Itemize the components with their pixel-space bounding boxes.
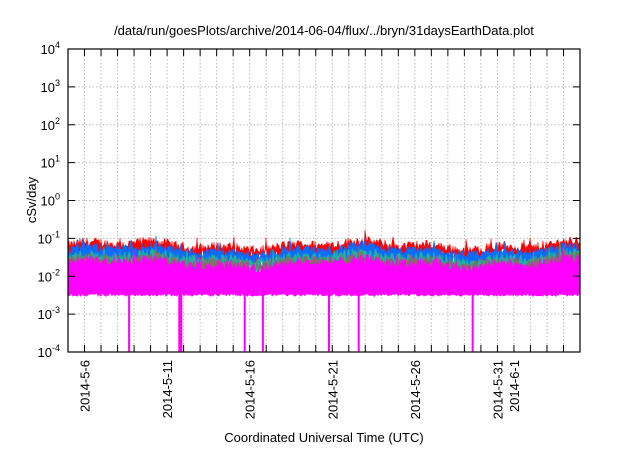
chart-title: /data/run/goesPlots/archive/2014-06-04/f… — [114, 23, 534, 38]
x-axis-label: Coordinated Universal Time (UTC) — [224, 430, 423, 445]
x-tick-label: 2014-5-16 — [243, 360, 258, 419]
series-layer — [67, 229, 581, 352]
dropout-spike — [327, 291, 330, 352]
y-tick-label: 10-2 — [38, 267, 60, 284]
y-axis-label: cSv/day — [24, 176, 39, 223]
dropout-spike — [357, 291, 360, 352]
x-tick-label: 2014-6-1 — [507, 360, 522, 412]
grid — [68, 49, 580, 352]
y-tick-label: 103 — [41, 78, 60, 95]
dropout-spike — [128, 291, 131, 352]
x-tick-label: 2014-5-6 — [78, 360, 93, 412]
axes: 10-4 10-3 10-2 10-1 100 101 102 103 104 2014-5-6 2… — [38, 40, 581, 419]
y-tick-label: 104 — [41, 40, 60, 57]
dropout-spike — [471, 291, 474, 352]
x-tick-label: 2014-5-26 — [408, 360, 423, 419]
x-tick-label: 2014-5-11 — [160, 360, 175, 418]
dropout-spike — [178, 291, 183, 352]
y-tick-label: 102 — [41, 116, 60, 133]
plot-frame — [67, 48, 581, 353]
y-tick-label: 10-1 — [38, 229, 60, 246]
dropout-spike — [261, 291, 264, 352]
y-tick-label: 100 — [41, 192, 60, 209]
y-tick-label: 10-3 — [38, 305, 60, 322]
x-tick-label: 2014-5-21 — [325, 360, 340, 419]
dropout-spike — [243, 291, 246, 352]
y-tick-label: 101 — [41, 154, 60, 171]
y-tick-label: 10-4 — [38, 343, 60, 360]
x-tick-label: 2014-5-31 — [490, 360, 505, 419]
